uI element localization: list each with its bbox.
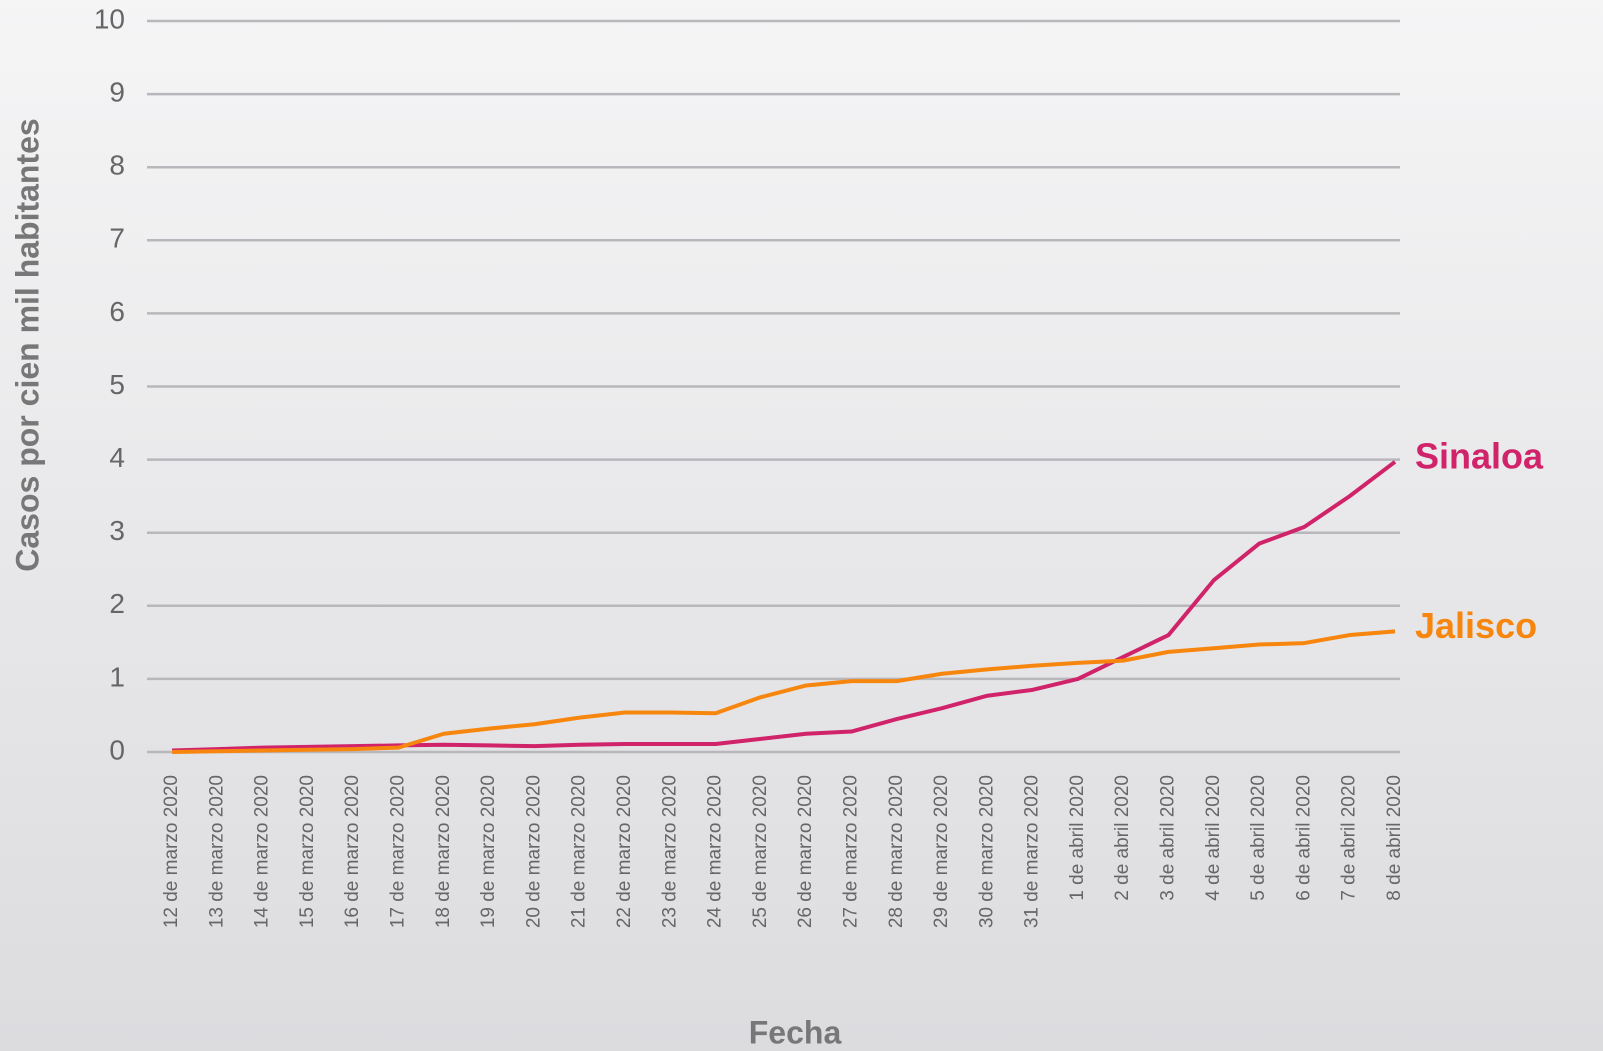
x-tick-label: 26 de marzo 2020 <box>795 775 816 928</box>
y-tick-label: 6 <box>109 296 125 327</box>
x-tick-label: 8 de abril 2020 <box>1384 775 1405 901</box>
x-tick-label: 29 de marzo 2020 <box>931 775 952 928</box>
x-tick-label: 31 de marzo 2020 <box>1022 775 1043 928</box>
y-axis-title: Casos por cien mil habitantes <box>9 118 45 571</box>
x-tick-label: 20 de marzo 2020 <box>523 775 544 928</box>
x-tick-label: 3 de abril 2020 <box>1158 775 1179 901</box>
x-tick-label: 22 de marzo 2020 <box>614 775 635 928</box>
x-tick-label: 25 de marzo 2020 <box>750 775 771 928</box>
x-tick-label: 24 de marzo 2020 <box>705 775 726 928</box>
y-tick-label: 3 <box>109 515 125 546</box>
x-tick-label: 16 de marzo 2020 <box>342 775 363 928</box>
x-tick-label: 17 de marzo 2020 <box>387 775 408 928</box>
x-tick-label: 28 de marzo 2020 <box>886 775 907 928</box>
series-label: Jalisco <box>1415 605 1537 646</box>
x-tick-label: 4 de abril 2020 <box>1203 775 1224 901</box>
series-label: Sinaloa <box>1415 435 1544 476</box>
y-tick-label: 4 <box>109 442 125 473</box>
y-tick-label: 10 <box>94 3 125 34</box>
y-tick-label: 8 <box>109 150 125 181</box>
y-tick-label: 7 <box>109 223 125 254</box>
x-tick-label: 5 de abril 2020 <box>1248 775 1269 901</box>
x-tick-label: 2 de abril 2020 <box>1112 775 1133 901</box>
x-tick-label: 21 de marzo 2020 <box>569 775 590 928</box>
x-tick-label: 27 de marzo 2020 <box>840 775 861 928</box>
y-tick-label: 1 <box>109 661 125 692</box>
y-tick-label: 5 <box>109 369 125 400</box>
x-axis-title: Fecha <box>749 1014 842 1050</box>
series-line <box>171 460 1397 753</box>
x-tick-label: 19 de marzo 2020 <box>478 775 499 928</box>
series-line <box>171 629 1396 754</box>
x-tick-label: 13 de marzo 2020 <box>206 775 227 928</box>
x-tick-label: 18 de marzo 2020 <box>433 775 454 928</box>
x-tick-label: 30 de marzo 2020 <box>976 775 997 928</box>
x-tick-label: 14 de marzo 2020 <box>252 775 273 928</box>
y-tick-label: 2 <box>109 588 125 619</box>
x-tick-label: 1 de abril 2020 <box>1067 775 1088 901</box>
x-tick-label: 7 de abril 2020 <box>1339 775 1360 901</box>
y-tick-label: 0 <box>109 734 125 765</box>
y-tick-label: 9 <box>109 76 125 107</box>
x-tick-label: 15 de marzo 2020 <box>297 775 318 928</box>
x-tick-label: 6 de abril 2020 <box>1293 775 1314 901</box>
x-tick-label: 12 de marzo 2020 <box>161 775 182 928</box>
x-tick-label: 23 de marzo 2020 <box>659 775 680 928</box>
